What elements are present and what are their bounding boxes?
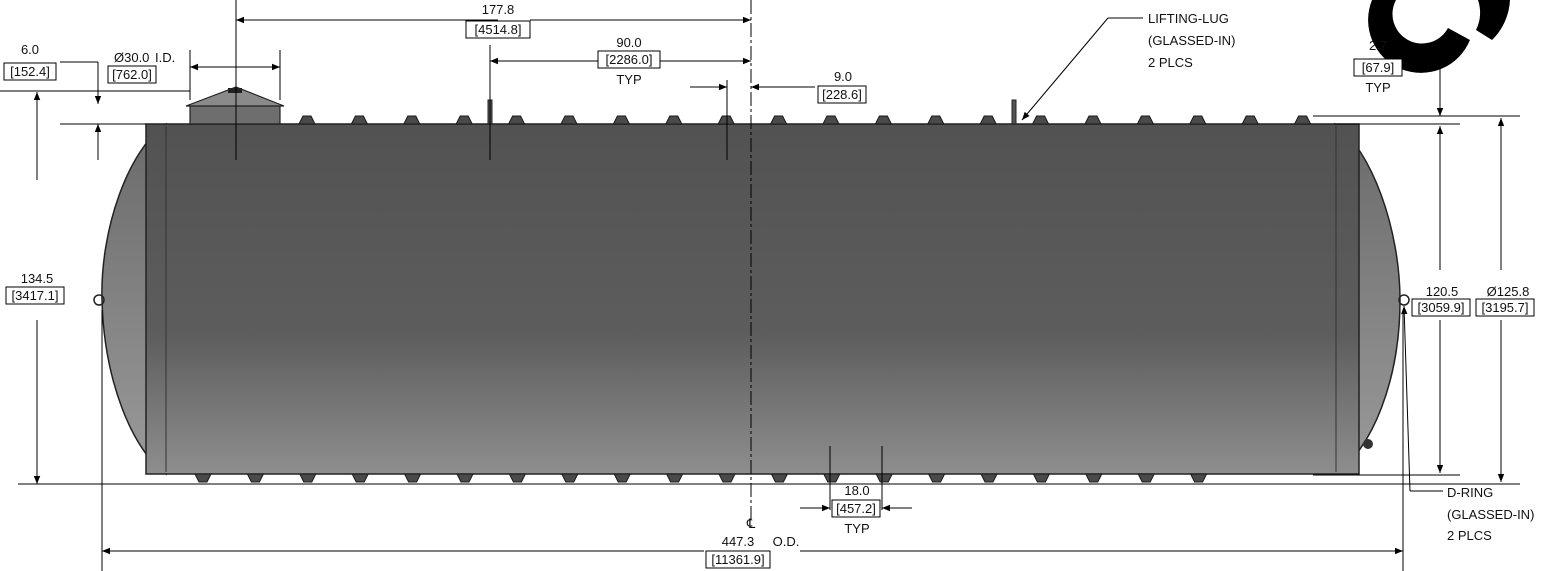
dim-overall-height: 134.5 [3417.1] (5, 92, 1380, 485)
svg-text:LIFTING-LUG: LIFTING-LUG (1148, 11, 1229, 26)
rib-bottom-2 (246, 473, 265, 483)
rib-top-18 (1188, 115, 1207, 125)
svg-text:[3059.9]: [3059.9] (1418, 300, 1465, 315)
svg-text:447.3: 447.3 (722, 534, 755, 549)
rib-top-20 (1293, 115, 1312, 125)
dim-manway-offset: 177.8 [4514.8] (235, 0, 751, 160)
certification-logo (1368, 0, 1510, 73)
rib-bottom-19 (1137, 473, 1156, 483)
dim-lug-spacing: 9.0 [228.6] (690, 69, 867, 160)
svg-text:O.D.: O.D. (773, 534, 800, 549)
rib-top-9 (717, 115, 736, 125)
svg-text:90.0: 90.0 (616, 35, 641, 50)
svg-text:[457.2]: [457.2] (836, 501, 876, 516)
rib-bottom-8 (560, 473, 579, 483)
rib-bottom-9 (613, 473, 632, 483)
dim-manway-diameter: Ø30.0 I.D. [762.0] (107, 50, 281, 100)
rib-top-12 (874, 115, 893, 125)
rib-top-1 (298, 115, 316, 125)
rib-top-14 (979, 115, 998, 125)
dim-rib-spacing: 90.0 [2286.0] TYP (489, 35, 751, 160)
rib-bottom-10 (665, 473, 684, 483)
rib-top-16 (1084, 115, 1102, 125)
svg-text:D-RING: D-RING (1447, 485, 1493, 500)
rib-bottom-16 (980, 473, 998, 483)
svg-text:120.5: 120.5 (1426, 284, 1459, 299)
rib-bottom-18 (1084, 473, 1103, 483)
rib-bottom-3 (298, 473, 317, 483)
svg-text:TYP: TYP (844, 521, 869, 536)
svg-text:(GLASSED-IN): (GLASSED-IN) (1447, 507, 1534, 522)
rib-top-3 (402, 115, 421, 125)
dim-inner-height: 120.5 [3059.9] (1313, 126, 1471, 476)
callout-lifting-lug: LIFTING-LUG (GLASSED-IN) 2 PLCS (1021, 11, 1235, 121)
rib-top-15 (1031, 115, 1050, 125)
rib-top-5 (507, 115, 526, 125)
svg-text:[152.4]: [152.4] (10, 64, 50, 79)
rib-bottom-7 (508, 473, 527, 483)
dim-rib-height: 2.7 [67.9] TYP (1313, 38, 1520, 125)
rib-top-2 (350, 115, 369, 125)
dim-overall-length: 447.3 O.D. [11361.9] (101, 310, 1404, 571)
svg-text:[3417.1]: [3417.1] (12, 288, 59, 303)
rib-top-10 (769, 115, 788, 125)
svg-text:2.7: 2.7 (1369, 38, 1387, 53)
d-ring-left (93, 294, 105, 306)
dim-rib-width: 18.0 [457.2] TYP (800, 446, 912, 536)
rib-bottom-11 (718, 473, 736, 483)
rib-top-7 (612, 115, 631, 125)
svg-text:[3195.7]: [3195.7] (1482, 300, 1529, 315)
rib-bottom-14 (875, 473, 894, 483)
rib-top-11 (822, 115, 840, 125)
svg-text:TYP: TYP (616, 72, 641, 87)
svg-text:(GLASSED-IN): (GLASSED-IN) (1148, 33, 1235, 48)
rib-row-top (298, 115, 1312, 125)
svg-text:18.0: 18.0 (844, 483, 869, 498)
svg-text:2 PLCS: 2 PLCS (1148, 55, 1193, 70)
svg-text:177.8: 177.8 (482, 2, 515, 17)
d-ring-fitting (1363, 439, 1373, 449)
dim-outer-diameter: Ø125.8 [3195.7] (1313, 118, 1535, 485)
rib-bottom-12 (770, 473, 789, 483)
tank-shell (145, 123, 1360, 475)
rib-bottom-15 (927, 473, 946, 483)
d-ring-right (1398, 294, 1410, 306)
tank-body (93, 86, 1410, 483)
svg-text:6.0: 6.0 (21, 42, 39, 57)
rib-row-bottom (194, 473, 1208, 483)
svg-text:TYP: TYP (1365, 80, 1390, 95)
lifting-lug-2 (1011, 99, 1017, 125)
manway (185, 86, 285, 125)
dim-manway-height: 6.0 [152.4] (0, 42, 190, 160)
callout-d-ring: D-RING (GLASSED-IN) 2 PLCS (1401, 305, 1534, 543)
svg-text:[11361.9]: [11361.9] (711, 552, 764, 567)
centerline-symbol: ℄ (746, 516, 756, 531)
svg-text:Ø125.8: Ø125.8 (1487, 284, 1530, 299)
rib-top-8 (664, 115, 683, 125)
rib-bottom-4 (351, 473, 370, 483)
rib-top-13 (926, 115, 945, 125)
svg-text:[762.0]: [762.0] (112, 67, 152, 82)
rib-bottom-20 (1189, 473, 1208, 483)
rib-bottom-6 (456, 473, 474, 483)
svg-text:9.0: 9.0 (834, 69, 852, 84)
rib-top-17 (1136, 115, 1155, 125)
rib-bottom-1 (194, 473, 212, 483)
svg-text:2 PLCS: 2 PLCS (1447, 528, 1492, 543)
svg-text:[67.9]: [67.9] (1362, 60, 1395, 75)
svg-text:134.5: 134.5 (21, 271, 54, 286)
rib-bottom-17 (1032, 473, 1051, 483)
rib-top-6 (560, 115, 578, 125)
rib-top-19 (1241, 115, 1260, 125)
rib-bottom-5 (403, 473, 422, 483)
svg-text:[2286.0]: [2286.0] (606, 52, 653, 67)
svg-text:[4514.8]: [4514.8] (475, 22, 522, 37)
rib-top-4 (455, 115, 474, 125)
svg-text:I.D.: I.D. (155, 50, 175, 65)
svg-text:[228.6]: [228.6] (822, 87, 862, 102)
rib-bottom-13 (822, 473, 841, 483)
svg-text:Ø30.0: Ø30.0 (114, 50, 149, 65)
